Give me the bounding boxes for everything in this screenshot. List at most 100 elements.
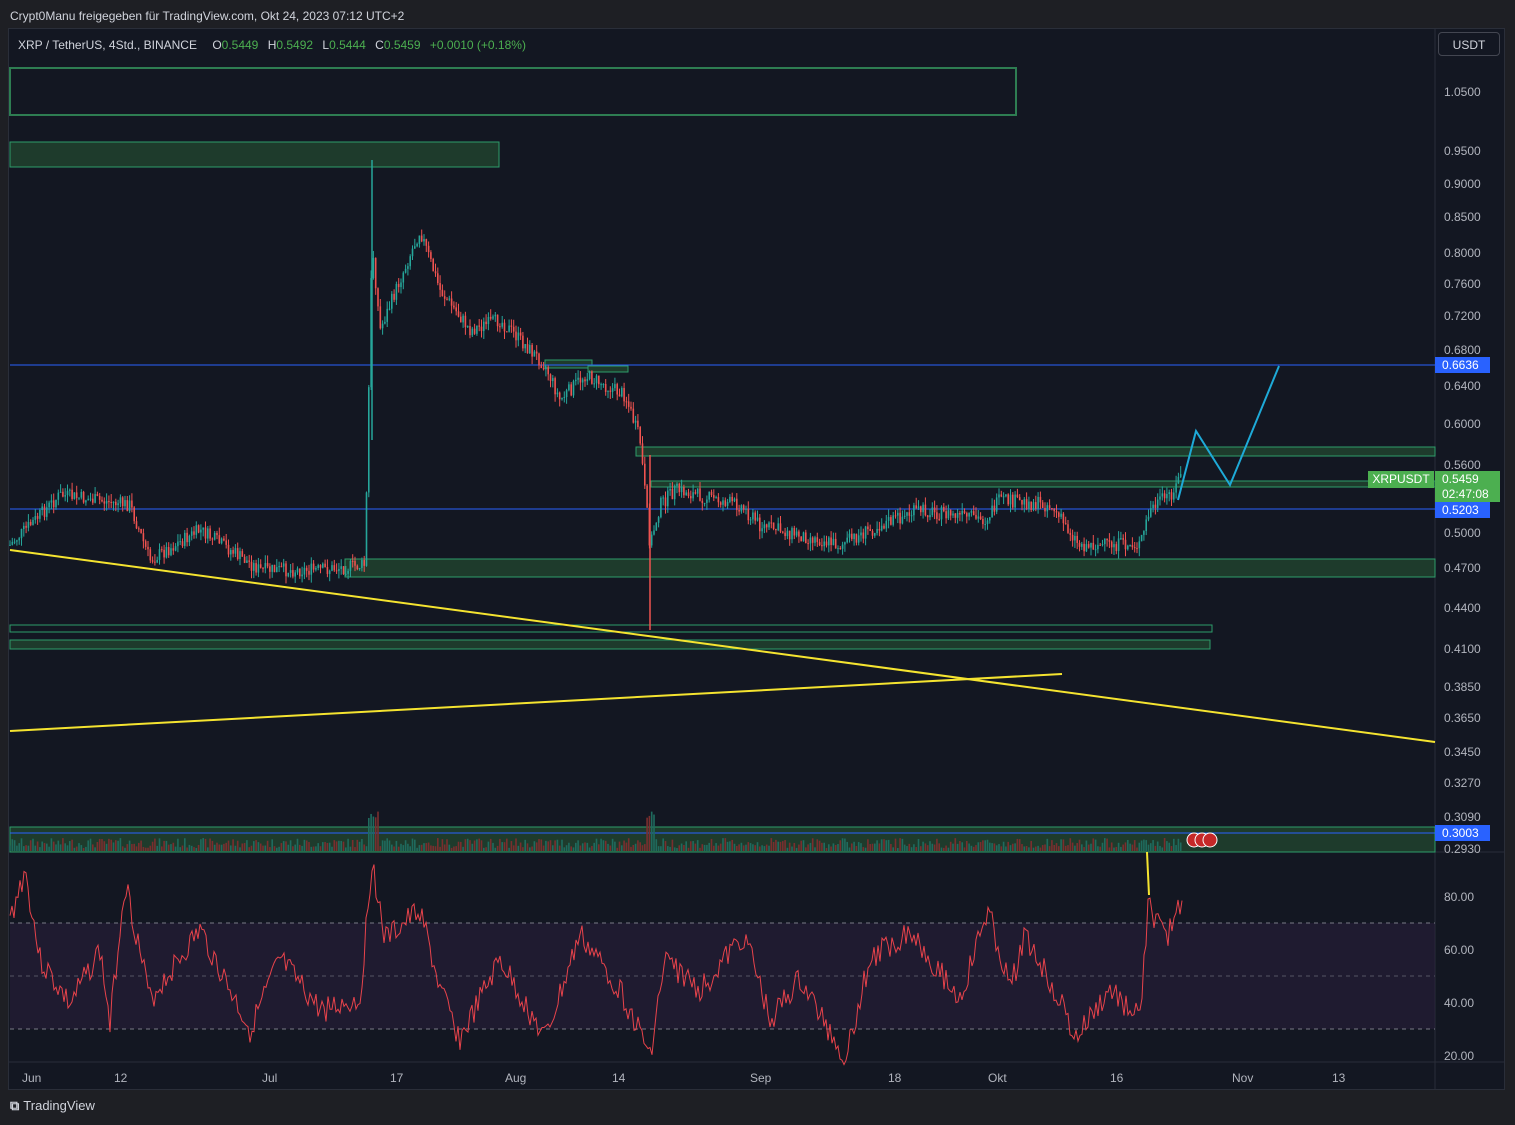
candle-body xyxy=(437,273,439,284)
volume-bar xyxy=(890,843,892,851)
volume-bar xyxy=(795,847,798,851)
candle-body xyxy=(13,541,16,543)
volume-bar xyxy=(43,843,46,851)
candle-body xyxy=(333,565,336,571)
candle-body xyxy=(1074,535,1076,541)
candle-body xyxy=(897,512,899,516)
candle-body xyxy=(443,296,446,299)
volume-bar xyxy=(370,813,372,851)
volume-bar xyxy=(867,839,869,851)
candle-body xyxy=(248,560,250,562)
tradingview-logo-icon: ⧉ xyxy=(10,1098,20,1113)
volume-bar xyxy=(289,840,292,851)
candle-body xyxy=(871,530,874,536)
volume-bar xyxy=(446,839,448,851)
candle-body xyxy=(538,353,540,366)
candle-body xyxy=(87,498,89,501)
volume-bar xyxy=(1074,845,1076,851)
volume-bar xyxy=(443,844,446,851)
volume-bar xyxy=(1115,846,1118,851)
footer-brand[interactable]: ⧉ TradingView xyxy=(10,1098,95,1114)
volume-bar xyxy=(733,843,736,851)
volume-bar xyxy=(1094,839,1097,851)
volume-bar xyxy=(956,843,959,851)
volume-bar xyxy=(825,847,828,851)
volume-bar xyxy=(687,847,690,851)
volume-bar xyxy=(211,840,214,851)
volume-bar xyxy=(742,845,745,851)
volume-bar xyxy=(768,845,770,851)
candle-body xyxy=(11,541,14,545)
volume-bar xyxy=(473,840,476,851)
volume-bar xyxy=(876,840,878,851)
volume-bar xyxy=(547,841,549,851)
candle-body xyxy=(41,506,43,511)
candle-body xyxy=(1025,499,1028,510)
candle-body xyxy=(365,492,368,566)
volume-bar xyxy=(186,847,188,851)
volume-bar xyxy=(356,839,359,851)
volume-bar xyxy=(89,838,92,851)
candle-body xyxy=(692,492,694,499)
price-axis-label: 0.8500 xyxy=(1444,210,1481,224)
candle-body xyxy=(207,528,209,539)
rsi-axis-80: 80.00 xyxy=(1444,890,1475,904)
volume-bar xyxy=(1143,839,1145,851)
candle-body xyxy=(448,298,451,300)
volume-bar xyxy=(581,843,584,851)
candle-body xyxy=(94,494,96,503)
candle-body xyxy=(397,283,400,288)
candle-body xyxy=(117,503,119,506)
volume-bar xyxy=(871,843,874,851)
candle-body xyxy=(303,567,306,575)
candle-body xyxy=(1173,492,1175,500)
volume-bar xyxy=(880,839,883,851)
candle-body xyxy=(1106,538,1108,541)
volume-bar xyxy=(292,846,294,851)
candle-body xyxy=(147,546,149,550)
volume-bar xyxy=(772,841,775,851)
candle-body xyxy=(1138,541,1141,549)
candle-body xyxy=(1117,538,1120,552)
candle-body xyxy=(361,560,363,568)
volume-bar xyxy=(349,846,352,851)
volume-bar xyxy=(1110,842,1113,851)
candle-body xyxy=(816,537,819,543)
candle-body xyxy=(39,510,41,519)
time-label-jul: Jul xyxy=(262,1071,278,1085)
candle-body xyxy=(23,525,25,529)
candle-body xyxy=(1081,543,1083,547)
candle-body xyxy=(204,527,207,539)
candle-body xyxy=(18,538,20,541)
volume-bar xyxy=(384,840,386,851)
volume-bar xyxy=(174,846,177,851)
volume-bar xyxy=(328,842,331,851)
volume-bar xyxy=(903,844,906,851)
candle-body xyxy=(1028,501,1030,510)
candle-body xyxy=(301,574,303,577)
volume-bar xyxy=(499,838,501,851)
candle-body xyxy=(347,570,349,574)
volume-bar xyxy=(618,841,621,851)
volume-bar xyxy=(699,847,701,851)
volume-bar xyxy=(1161,847,1164,851)
currency-button[interactable]: USDT xyxy=(1438,32,1500,56)
candle-body xyxy=(644,463,646,486)
price-axis-label: 0.6800 xyxy=(1444,343,1481,357)
volume-bar xyxy=(430,845,432,851)
candle-body xyxy=(1168,492,1170,494)
volume-bar xyxy=(1032,847,1035,851)
volume-bar xyxy=(294,844,296,851)
candle-body xyxy=(133,507,135,522)
volume-bar xyxy=(972,846,975,851)
candle-body xyxy=(496,314,499,327)
zone-top xyxy=(9,67,1017,116)
volume-bar xyxy=(1071,842,1074,851)
symbol-legend[interactable]: XRP / TetherUS, 4Std., BINANCE O0.5449 H… xyxy=(18,38,526,52)
candle-body xyxy=(140,528,142,534)
candle-body xyxy=(450,298,453,306)
volume-bar xyxy=(220,844,223,851)
volume-bar xyxy=(248,847,250,851)
volume-bar xyxy=(786,847,789,851)
